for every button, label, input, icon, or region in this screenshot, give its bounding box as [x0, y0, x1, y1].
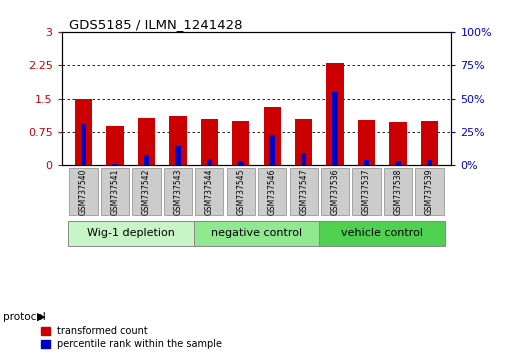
Bar [175, 147, 181, 165]
FancyBboxPatch shape [321, 169, 349, 215]
Bar [301, 153, 306, 165]
Text: GSM737547: GSM737547 [299, 169, 308, 215]
Bar [427, 160, 432, 165]
FancyBboxPatch shape [68, 221, 193, 246]
Text: GSM737536: GSM737536 [330, 169, 340, 215]
Bar [295, 119, 312, 165]
Bar [264, 107, 281, 165]
Text: GSM737543: GSM737543 [173, 169, 183, 215]
FancyBboxPatch shape [352, 169, 381, 215]
Bar [364, 160, 369, 165]
Bar [358, 120, 375, 165]
Text: GSM737537: GSM737537 [362, 169, 371, 215]
FancyBboxPatch shape [227, 169, 255, 215]
Bar [81, 124, 86, 165]
Bar [326, 63, 344, 165]
FancyBboxPatch shape [384, 169, 412, 215]
Text: Wig-1 depletion: Wig-1 depletion [87, 228, 174, 238]
Bar [269, 135, 275, 165]
Text: GSM737540: GSM737540 [79, 169, 88, 215]
FancyBboxPatch shape [195, 169, 224, 215]
Text: GDS5185 / ILMN_1241428: GDS5185 / ILMN_1241428 [69, 18, 243, 31]
Bar [138, 118, 155, 165]
FancyBboxPatch shape [416, 169, 444, 215]
Bar [112, 164, 118, 165]
Bar [201, 119, 218, 165]
Bar [106, 126, 124, 165]
Bar [169, 116, 187, 165]
Text: GSM737545: GSM737545 [236, 169, 245, 215]
Text: vehicle control: vehicle control [341, 228, 423, 238]
Bar [238, 161, 244, 165]
Text: GSM737538: GSM737538 [393, 169, 403, 215]
FancyBboxPatch shape [101, 169, 129, 215]
Text: GSM737544: GSM737544 [205, 169, 214, 215]
FancyBboxPatch shape [132, 169, 161, 215]
Text: GSM737542: GSM737542 [142, 169, 151, 215]
Bar [207, 159, 212, 165]
Text: GSM737546: GSM737546 [268, 169, 277, 215]
Bar [395, 161, 401, 165]
FancyBboxPatch shape [69, 169, 97, 215]
FancyBboxPatch shape [193, 221, 320, 246]
FancyBboxPatch shape [258, 169, 286, 215]
Bar [421, 121, 438, 165]
Text: GSM737539: GSM737539 [425, 169, 434, 215]
Bar [75, 99, 92, 165]
Text: negative control: negative control [211, 228, 302, 238]
Text: GSM737541: GSM737541 [110, 169, 120, 215]
Legend: transformed count, percentile rank within the sample: transformed count, percentile rank withi… [41, 326, 222, 349]
Bar [389, 122, 407, 165]
Bar [332, 92, 338, 165]
Bar [232, 121, 249, 165]
FancyBboxPatch shape [289, 169, 318, 215]
Text: protocol: protocol [3, 312, 45, 322]
FancyBboxPatch shape [320, 221, 445, 246]
Text: ▶: ▶ [37, 312, 46, 322]
FancyBboxPatch shape [164, 169, 192, 215]
Bar [144, 155, 149, 165]
